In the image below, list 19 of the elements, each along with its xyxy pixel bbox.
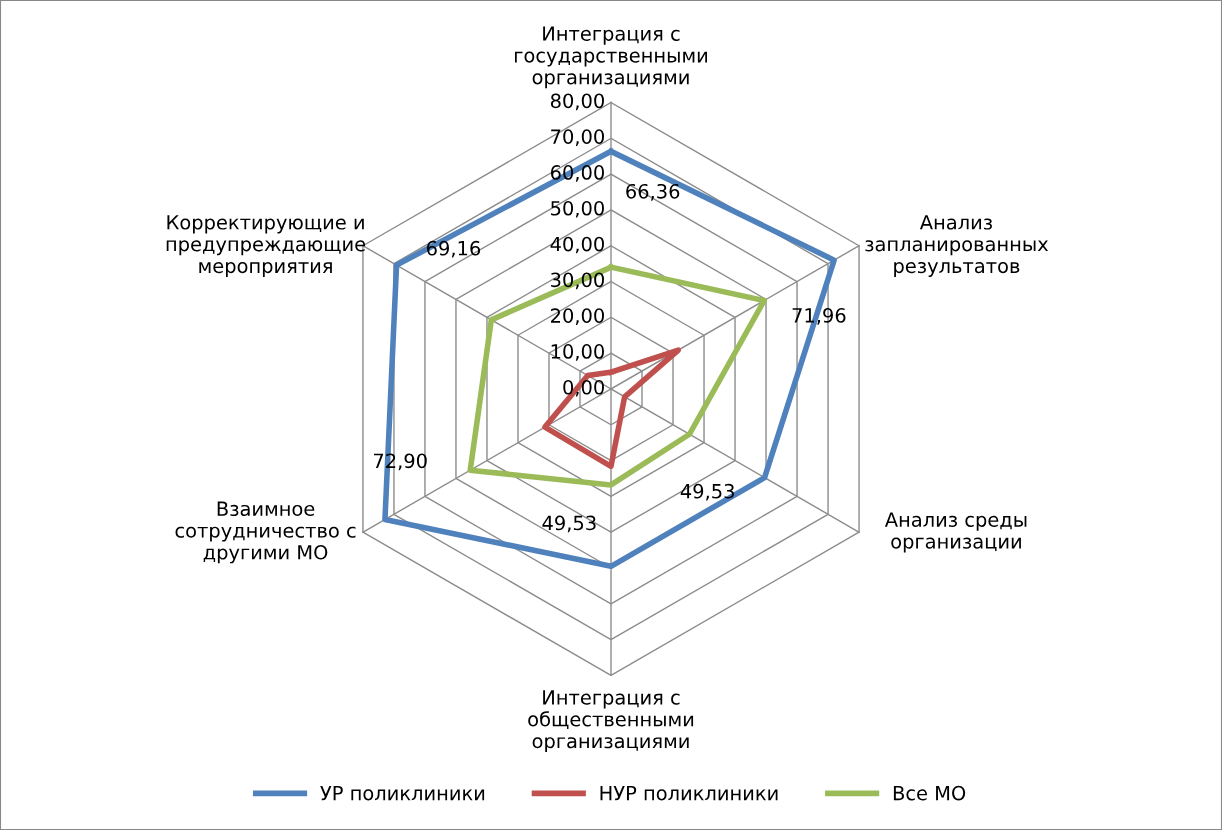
legend-label: Все МО (893, 785, 966, 801)
spoke-label: Анализ среды организации (884, 512, 1027, 553)
data-label: 66,36 (626, 183, 680, 201)
y-tick-label: 70,00 (551, 129, 604, 146)
spoke-label: Анализ запланированных результатов (865, 215, 1049, 277)
y-tick-label: 50,00 (551, 200, 604, 218)
data-label: 49,53 (542, 515, 596, 533)
spoke-label: Интеграция с государственными организациями (514, 26, 707, 89)
spoke-label: Корректирующие и предупреждающие мероприятия (166, 215, 366, 277)
spoke-label: Взаимное сотрудничество с другими МО (175, 501, 356, 564)
y-tick-label: 10,00 (551, 344, 604, 361)
legend-label: УР поликлиники (320, 785, 485, 801)
data-label: 49,53 (680, 483, 734, 501)
spoke-label: Интеграция с общественными организациями (528, 690, 694, 753)
y-tick-label: 40,00 (550, 236, 604, 254)
y-tick-label: 20,00 (551, 308, 604, 325)
y-tick-label: 80,00 (550, 93, 604, 111)
legend-label: НУР поликлиники (600, 785, 778, 801)
data-label: 69,16 (427, 240, 481, 258)
